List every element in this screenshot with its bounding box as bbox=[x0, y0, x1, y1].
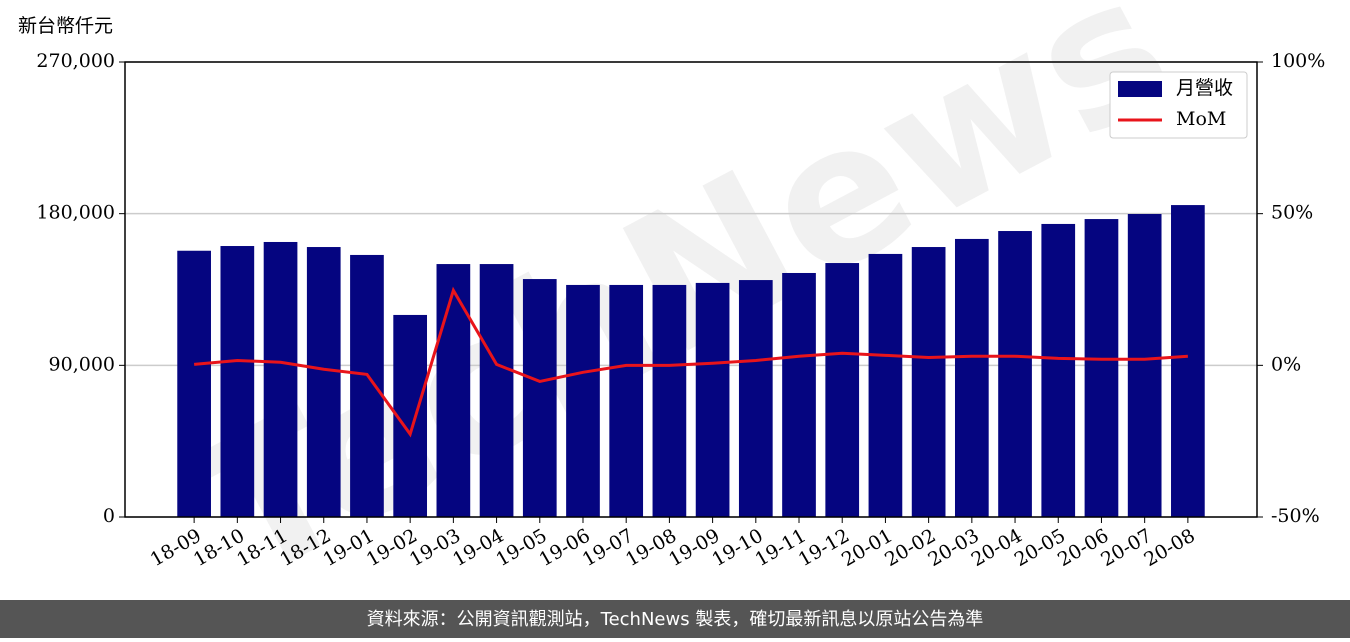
bar bbox=[436, 264, 471, 517]
bar bbox=[609, 284, 644, 517]
y2-tick-label: -50% bbox=[1271, 505, 1320, 527]
y2-tick-label: 50% bbox=[1271, 202, 1313, 224]
bar bbox=[306, 247, 341, 518]
bar bbox=[782, 272, 816, 517]
y2-tick-label: 100% bbox=[1271, 50, 1325, 72]
bar bbox=[566, 284, 600, 517]
bar bbox=[1084, 219, 1119, 517]
bar bbox=[825, 263, 860, 517]
bar bbox=[868, 253, 903, 517]
footer: 資料來源：公開資訊觀測站，TechNews 製表，確切最新訊息以原站公告為準 bbox=[367, 609, 984, 630]
bar bbox=[479, 264, 514, 517]
bar bbox=[1041, 223, 1076, 517]
bar bbox=[177, 250, 211, 518]
footer-bar bbox=[0, 600, 1350, 638]
legend-swatch bbox=[1118, 81, 1162, 97]
bar bbox=[695, 282, 730, 517]
x-tick-label: 20-08 bbox=[1140, 525, 1198, 571]
bar bbox=[393, 314, 428, 517]
y-tick-label: 180,000 bbox=[36, 202, 115, 224]
bar bbox=[911, 247, 946, 518]
bar bbox=[220, 246, 255, 517]
plot-frame bbox=[124, 61, 1258, 518]
y2-tick-label: 0% bbox=[1271, 353, 1301, 375]
legend-label: MoM bbox=[1176, 108, 1226, 130]
legend-label: 月營收 bbox=[1176, 77, 1233, 99]
mom-line bbox=[193, 286, 1188, 438]
bar bbox=[263, 241, 298, 517]
bar bbox=[954, 238, 989, 517]
y-axis-label: 新台幣仟元 bbox=[18, 15, 113, 37]
bar bbox=[350, 254, 384, 517]
bar bbox=[738, 280, 773, 517]
y-tick-label: 270,000 bbox=[36, 50, 115, 72]
bar bbox=[522, 279, 557, 517]
bar bbox=[998, 231, 1032, 517]
bar bbox=[1171, 205, 1205, 518]
bar bbox=[652, 284, 687, 517]
y-tick-label: 90,000 bbox=[49, 353, 115, 375]
y-tick-label: 0 bbox=[103, 505, 115, 527]
bar bbox=[1127, 214, 1162, 517]
